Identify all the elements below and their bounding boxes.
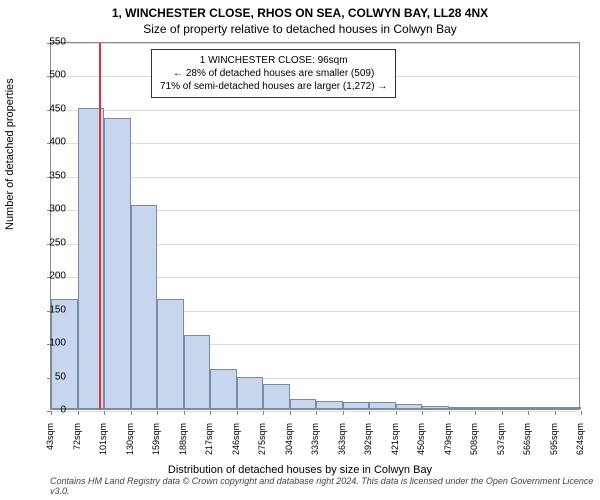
histogram-bar [184, 335, 211, 409]
x-tick-label: 537sqm [496, 423, 506, 463]
y-axis-label: Number of detached properties [4, 78, 16, 230]
histogram-bar [475, 407, 502, 409]
x-tick-label: 101sqm [98, 423, 108, 463]
histogram-bar [316, 401, 343, 409]
histogram-bar [104, 118, 131, 409]
chart-container: 1, WINCHESTER CLOSE, RHOS ON SEA, COLWYN… [0, 0, 600, 500]
x-tick-mark [78, 411, 79, 415]
x-tick-label: 392sqm [363, 423, 373, 463]
x-tick-mark [263, 411, 264, 415]
x-tick-mark [475, 411, 476, 415]
y-tick-label: 150 [36, 304, 66, 315]
marker-line [99, 43, 101, 409]
y-tick-label: 500 [36, 70, 66, 81]
chart-subtitle: Size of property relative to detached ho… [0, 20, 600, 36]
x-tick-mark [237, 411, 238, 415]
x-tick-mark [528, 411, 529, 415]
x-axis-label: Distribution of detached houses by size … [0, 464, 600, 476]
x-tick-label: 304sqm [284, 423, 294, 463]
x-tick-label: 43sqm [45, 423, 55, 463]
x-tick-mark [581, 411, 582, 415]
x-tick-mark [369, 411, 370, 415]
x-tick-mark [131, 411, 132, 415]
x-tick-mark [502, 411, 503, 415]
x-tick-label: 450sqm [416, 423, 426, 463]
grid-line [51, 43, 579, 44]
x-tick-label: 363sqm [337, 423, 347, 463]
histogram-bar [422, 406, 449, 409]
grid-line [51, 110, 579, 111]
x-tick-label: 159sqm [151, 423, 161, 463]
x-tick-mark [449, 411, 450, 415]
histogram-bar [343, 402, 370, 409]
y-tick-label: 550 [36, 37, 66, 48]
footer-text: Contains HM Land Registry data © Crown c… [50, 476, 600, 496]
x-tick-label: 333sqm [310, 423, 320, 463]
x-tick-label: 246sqm [231, 423, 241, 463]
histogram-bar [396, 404, 423, 409]
x-tick-label: 72sqm [72, 423, 82, 463]
info-box: 1 WINCHESTER CLOSE: 96sqm ← 28% of detac… [151, 49, 396, 98]
histogram-bar [369, 402, 396, 409]
x-tick-mark [396, 411, 397, 415]
histogram-bar [290, 399, 317, 409]
x-tick-label: 566sqm [522, 423, 532, 463]
chart-title: 1, WINCHESTER CLOSE, RHOS ON SEA, COLWYN… [0, 0, 600, 20]
info-line-3: 71% of semi-detached houses are larger (… [160, 80, 387, 93]
x-tick-label: 421sqm [390, 423, 400, 463]
info-line-1: 1 WINCHESTER CLOSE: 96sqm [160, 54, 387, 67]
y-tick-label: 50 [36, 371, 66, 382]
x-tick-mark [290, 411, 291, 415]
y-tick-label: 300 [36, 204, 66, 215]
y-tick-label: 400 [36, 137, 66, 148]
histogram-bar [51, 299, 78, 409]
info-line-2: ← 28% of detached houses are smaller (50… [160, 67, 387, 80]
y-tick-label: 350 [36, 170, 66, 181]
y-tick-label: 0 [36, 405, 66, 416]
y-tick-label: 100 [36, 338, 66, 349]
x-tick-mark [210, 411, 211, 415]
histogram-bar [157, 299, 184, 409]
plot-area: 1 WINCHESTER CLOSE: 96sqm ← 28% of detac… [50, 42, 580, 410]
x-tick-label: 217sqm [204, 423, 214, 463]
histogram-bar [528, 407, 555, 409]
x-tick-label: 508sqm [469, 423, 479, 463]
y-tick-label: 250 [36, 237, 66, 248]
histogram-bar [210, 369, 237, 409]
histogram-bar [449, 407, 476, 409]
x-tick-mark [184, 411, 185, 415]
x-tick-label: 624sqm [575, 423, 585, 463]
x-tick-label: 595sqm [549, 423, 559, 463]
x-tick-label: 188sqm [178, 423, 188, 463]
x-tick-mark [422, 411, 423, 415]
x-tick-mark [157, 411, 158, 415]
x-tick-mark [343, 411, 344, 415]
x-tick-label: 275sqm [257, 423, 267, 463]
histogram-bar [502, 407, 529, 409]
x-tick-mark [555, 411, 556, 415]
histogram-bar [555, 407, 582, 409]
y-tick-label: 200 [36, 271, 66, 282]
histogram-bar [131, 205, 158, 409]
histogram-bar [237, 377, 264, 409]
x-tick-mark [104, 411, 105, 415]
x-tick-label: 130sqm [125, 423, 135, 463]
y-tick-label: 450 [36, 103, 66, 114]
histogram-bar [263, 384, 290, 409]
x-tick-mark [316, 411, 317, 415]
x-tick-label: 479sqm [443, 423, 453, 463]
